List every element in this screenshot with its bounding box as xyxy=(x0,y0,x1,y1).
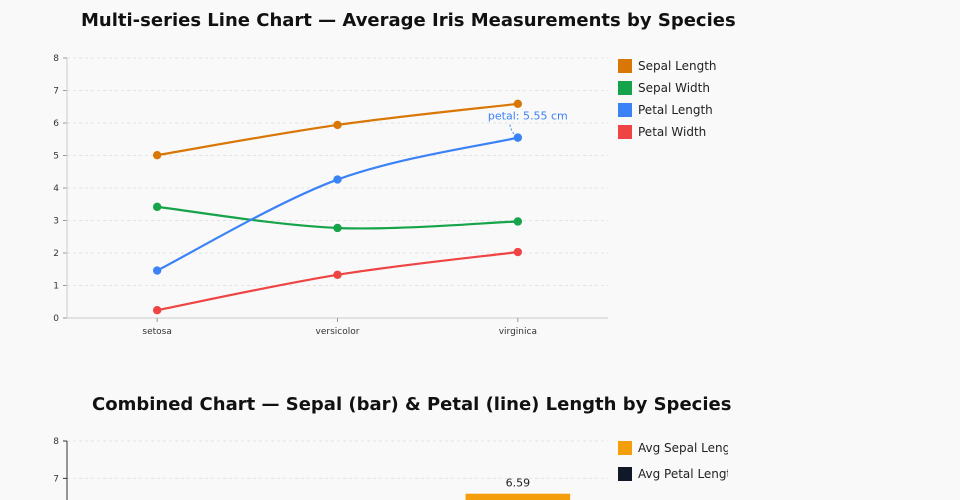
legend-label: Avg Petal Length xyxy=(638,467,739,481)
data-point xyxy=(333,175,342,184)
y-tick-label: 6 xyxy=(53,119,59,129)
legend-label: Petal Length xyxy=(638,103,713,117)
line-chart: 0 1 2 3 4 5 6 7 8 setosa versicolor virginica petal:… xyxy=(53,54,717,337)
data-point xyxy=(152,150,162,160)
legend-swatch xyxy=(618,467,632,481)
y-tick-label: 7 xyxy=(53,474,59,484)
y-tick-label: 5 xyxy=(53,152,59,162)
y-tick-label: 8 xyxy=(53,54,59,64)
line-chart-title: Multi-series Line Chart — Average Iris M… xyxy=(81,10,736,31)
data-point xyxy=(333,223,342,233)
data-point xyxy=(333,270,342,279)
legend-label: Avg Sepal Lengtl xyxy=(638,441,738,455)
y-tick-label: 8 xyxy=(53,437,59,447)
x-tick-label: versicolor xyxy=(316,327,360,337)
annotation-label: petal: 5.55 cm xyxy=(488,110,568,123)
combined-chart-title: Combined Chart — Sepal (bar) & Petal (li… xyxy=(92,394,732,415)
data-point xyxy=(513,133,523,142)
y-tick-label: 2 xyxy=(53,249,59,259)
legend-label: Sepal Width xyxy=(638,81,710,95)
legend-swatch xyxy=(618,59,632,73)
data-point xyxy=(513,247,523,257)
annotation-connector xyxy=(509,124,516,136)
y-tick-label: 3 xyxy=(53,217,59,227)
legend-swatch xyxy=(618,81,632,95)
data-point xyxy=(513,217,523,226)
y-tick-label: 0 xyxy=(53,314,59,324)
x-tick-label: setosa xyxy=(142,327,171,337)
y-tick-label: 7 xyxy=(53,87,59,97)
bar xyxy=(465,493,571,500)
data-point xyxy=(513,99,523,109)
data-point xyxy=(152,202,162,212)
data-point xyxy=(152,306,162,315)
data-point xyxy=(152,266,162,275)
y-tick-label: 4 xyxy=(53,184,59,194)
legend-label: Sepal Length xyxy=(638,59,717,73)
legend-swatch xyxy=(618,441,632,455)
x-tick-label: virginica xyxy=(499,327,537,337)
data-point xyxy=(333,120,342,130)
legend-swatch xyxy=(618,103,632,117)
legend-swatch xyxy=(618,125,632,139)
y-tick-label: 1 xyxy=(53,282,59,292)
legend-label: Petal Width xyxy=(638,125,706,139)
legend: Avg Sepal Lengtl Avg Petal Length xyxy=(618,441,739,481)
bar-value-label: 6.59 xyxy=(506,477,531,490)
